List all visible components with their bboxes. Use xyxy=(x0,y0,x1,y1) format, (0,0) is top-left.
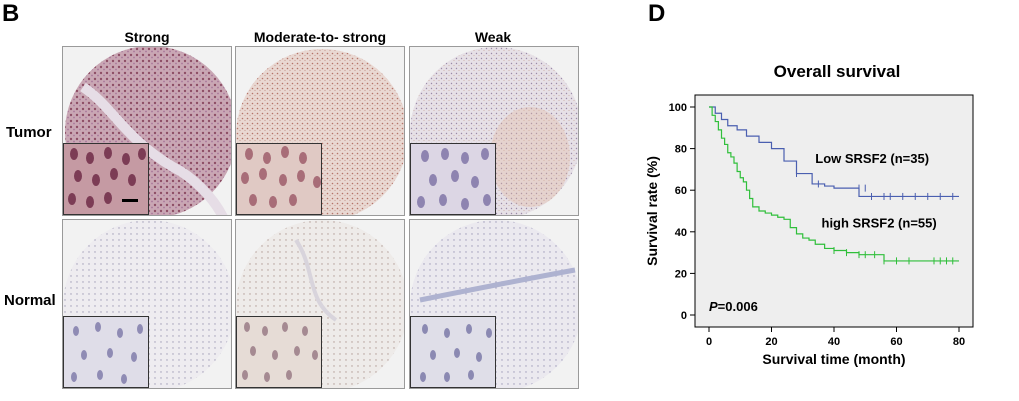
y-tick-label: 20 xyxy=(675,268,687,280)
column-label-strong: Strong xyxy=(124,29,170,45)
tissue-inset-magnified xyxy=(410,143,496,215)
row-label-tumor: Tumor xyxy=(6,124,52,141)
x-tick-label: 60 xyxy=(890,336,902,348)
x-tick-label: 0 xyxy=(706,336,712,348)
row-label-normal: Normal xyxy=(4,292,56,309)
y-tick-label: 40 xyxy=(675,227,687,239)
tissue-image-normal-weak xyxy=(409,219,579,389)
tissue-inset-magnified xyxy=(236,143,322,215)
y-axis-label: Survival rate (%) xyxy=(644,156,660,266)
series-label-low-srsf2: Low SRSF2 (n=35) xyxy=(815,151,929,166)
y-tick-label: 100 xyxy=(669,102,687,114)
y-tick-label: 60 xyxy=(675,185,687,197)
tissue-inset-magnified xyxy=(63,316,149,388)
tissue-inset-magnified xyxy=(63,143,149,215)
tissue-image-tumor-weak xyxy=(409,46,579,216)
p-value-annotation: P=0.006 xyxy=(709,299,758,314)
x-axis-label: Survival time (month) xyxy=(762,351,905,367)
series-line-high-srsf2 xyxy=(709,106,959,262)
survival-chart: 0 20 40 60 80 0 20 40 60 80 100 Survival time (mon… xyxy=(644,94,974,367)
tissue-image-tumor-strong xyxy=(62,46,232,216)
column-label-moderate-to-strong: Moderate-to- strong xyxy=(253,29,387,45)
x-tick-label: 80 xyxy=(953,336,965,348)
y-tick-label: 80 xyxy=(675,144,687,156)
tissue-image-tumor-moderate xyxy=(235,46,405,216)
column-label-weak: Weak xyxy=(474,29,512,45)
scale-bar xyxy=(122,199,138,202)
tissue-image-normal-moderate xyxy=(235,219,405,389)
tissue-image-normal-strong xyxy=(62,219,232,389)
x-tick-label: 20 xyxy=(765,336,777,348)
x-tick-label: 40 xyxy=(828,336,840,348)
y-tick-label: 0 xyxy=(681,310,687,322)
series-line-low-srsf2 xyxy=(709,106,959,198)
tissue-inset-magnified xyxy=(236,316,322,388)
tissue-inset-magnified xyxy=(410,316,496,388)
chart-title: Overall survival xyxy=(773,62,901,81)
panel-d-letter: D xyxy=(648,0,666,27)
plot-area xyxy=(694,94,974,328)
series-label-high-srsf2: high SRSF2 (n=55) xyxy=(822,216,937,231)
panel-b-letter: B xyxy=(2,0,20,27)
